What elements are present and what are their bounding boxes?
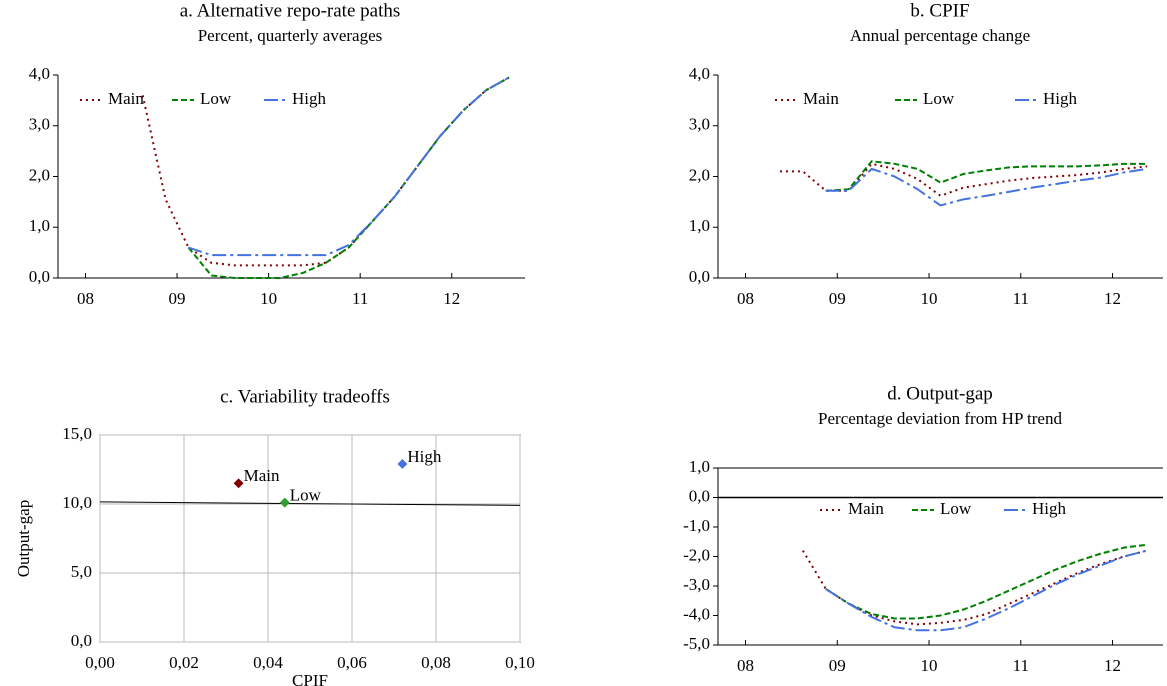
x-tick-label: 12 — [1104, 656, 1121, 675]
series-line — [825, 543, 1148, 620]
x-tick-label: 11 — [1013, 656, 1029, 675]
point — [397, 459, 408, 469]
x-tick-label: 08 — [737, 656, 754, 675]
y-tick-label: 1,0 — [689, 457, 710, 476]
y-tick-label: 1,0 — [29, 216, 50, 235]
point-label: High — [407, 447, 442, 466]
x-tick-label: 12 — [1104, 289, 1121, 308]
chart-subtitle: Annual percentage change — [850, 26, 1030, 45]
x-tick-label: 0,10 — [505, 653, 535, 672]
y-tick-label: -2,0 — [683, 545, 710, 564]
legend-label: High — [1043, 89, 1078, 108]
chart-title: a. Alternative repo-rate paths — [180, 0, 401, 21]
x-tick-label: 08 — [77, 289, 94, 308]
legend-label: High — [1032, 499, 1067, 518]
x-tick-label: 12 — [443, 289, 460, 308]
x-tick-label: 0,04 — [253, 653, 283, 672]
x-axis-label: CPIF — [292, 671, 328, 686]
x-tick-label: 08 — [737, 289, 754, 308]
y-tick-label: -3,0 — [683, 575, 710, 594]
legend-label: Main — [108, 89, 144, 108]
legend-label: Low — [940, 499, 972, 518]
y-tick-label: 3,0 — [29, 115, 50, 134]
series-line — [802, 549, 1148, 626]
y-tick-label: 2,0 — [29, 165, 50, 184]
series-line — [825, 160, 1147, 192]
series-line — [187, 76, 510, 279]
y-tick-label: 2,0 — [689, 165, 710, 184]
series-line — [825, 167, 1148, 207]
x-tick-label: 09 — [829, 656, 846, 675]
y-tick-label: 0,0 — [29, 267, 50, 286]
x-tick-label: 11 — [1013, 289, 1029, 308]
x-tick-label: 0,06 — [337, 653, 367, 672]
legend-label: Main — [803, 89, 839, 108]
y-tick-label: -4,0 — [683, 604, 710, 623]
point-label: Low — [290, 486, 322, 505]
y-tick-label: -1,0 — [683, 516, 710, 535]
y-tick-label: 5,0 — [71, 562, 92, 581]
y-tick-label: -5,0 — [683, 634, 710, 653]
y-tick-label: 4,0 — [689, 64, 710, 83]
x-tick-label: 09 — [829, 289, 846, 308]
x-tick-label: 0,02 — [169, 653, 199, 672]
y-tick-label: 4,0 — [29, 64, 50, 83]
y-tick-label: 0,0 — [71, 631, 92, 650]
x-tick-label: 11 — [352, 289, 368, 308]
chart-title: d. Output-gap — [887, 383, 993, 404]
legend-label: Low — [923, 89, 955, 108]
point — [233, 478, 244, 489]
x-tick-label: 0,00 — [85, 653, 115, 672]
legend-label: Main — [848, 499, 884, 518]
point-label: Main — [244, 466, 280, 485]
y-tick-label: 0,0 — [689, 267, 710, 286]
chart-subtitle: Percent, quarterly averages — [198, 26, 383, 45]
chart-title: b. CPIF — [910, 0, 969, 21]
y-tick-label: 10,0 — [62, 493, 92, 512]
x-tick-label: 0,08 — [421, 653, 451, 672]
x-tick-label: 10 — [921, 656, 938, 675]
x-tick-label: 10 — [921, 289, 938, 308]
point — [279, 497, 290, 508]
series-line — [825, 549, 1148, 632]
chart-title: c. Variability tradeoffs — [220, 386, 390, 407]
y-axis-label: Output-gap — [14, 500, 33, 577]
x-tick-label: 09 — [169, 289, 186, 308]
y-tick-label: 15,0 — [62, 424, 92, 443]
chart-subtitle: Percentage deviation from HP trend — [818, 409, 1062, 428]
plot-frame — [99, 434, 521, 643]
x-tick-label: 10 — [260, 289, 277, 308]
y-tick-label: 1,0 — [689, 216, 710, 235]
trendline — [99, 501, 521, 506]
y-tick-label: 0,0 — [689, 486, 710, 505]
series-line — [188, 76, 510, 257]
legend-label: Low — [200, 89, 232, 108]
legend-label: High — [292, 89, 327, 108]
y-tick-label: 3,0 — [689, 115, 710, 134]
